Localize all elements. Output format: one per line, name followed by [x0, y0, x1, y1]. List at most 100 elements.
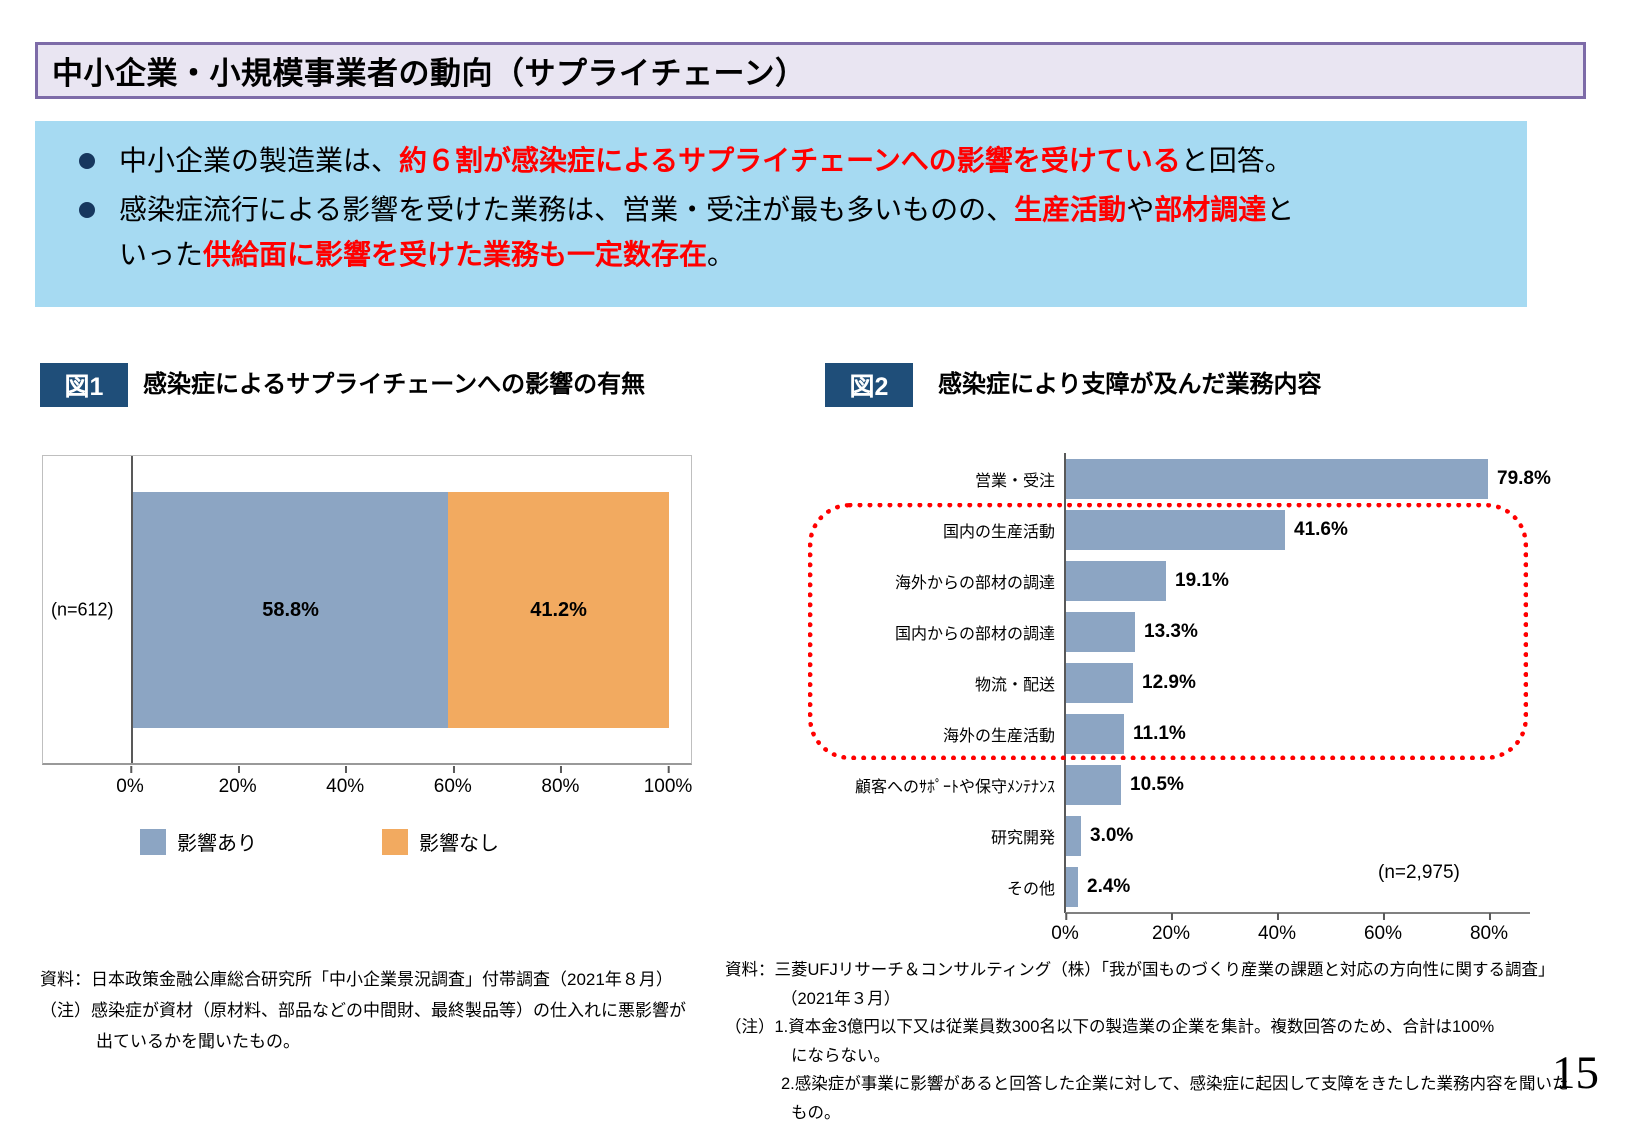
fig2-x-tick: 40%	[1258, 913, 1296, 945]
bar-row: 国内からの部材の調達 13.3%	[820, 606, 1595, 657]
bullet-2-plain-3: と	[1266, 194, 1295, 225]
summary-bullet-2: 感染症流行による影響を受けた業務は、営業・受注が最も多いものの、生産活動や部材調…	[75, 187, 1501, 277]
bullet-2-plain: 感染症流行による影響を受けた業務は、営業・受注が最も多いものの、	[119, 194, 1015, 225]
legend-item-not-affected: 影響なし	[382, 827, 624, 856]
bar-value: 2.4%	[1087, 875, 1131, 897]
bar-label: その他	[1006, 880, 1055, 898]
fig2-chart: 営業・受注 79.8% 国内の生産活動 41.6% 海外からの部材の調達 19.…	[820, 445, 1595, 912]
bar-row: 営業・受注 79.8%	[820, 453, 1595, 504]
bar-label: 営業・受注	[974, 472, 1055, 490]
bar-row: 海外の生産活動 11.1%	[820, 708, 1595, 759]
fig1-sample-size: (n=612)	[51, 599, 114, 619]
fig2-x-axis: 0% 20% 40% 60% 80%	[1051, 913, 1535, 955]
bar-value: 12.9%	[1142, 671, 1196, 693]
bullet-2-emphasis-1: 生産活動	[1014, 194, 1127, 225]
bar	[1065, 662, 1133, 703]
bar	[1065, 509, 1285, 550]
bar-row: 研究開発 3.0%	[820, 810, 1595, 861]
legend-item-affected: 影響あり	[140, 827, 382, 856]
fig1-x-axis: 0% 20% 40% 60% 80% 100%	[116, 766, 692, 802]
fig1-segment-affected: 58.8%	[133, 492, 449, 728]
fig2-title: 感染症により支障が及んだ業務内容	[938, 371, 1322, 398]
footnote-note-2-cont: もの。	[791, 1103, 841, 1122]
fig2-bar-rows: 営業・受注 79.8% 国内の生産活動 41.6% 海外からの部材の調達 19.…	[820, 445, 1595, 912]
fig1-x-tick: 0%	[116, 766, 144, 798]
bullet-1-plain-2: と回答。	[1180, 145, 1293, 176]
bullet-2-plain-2: や	[1126, 194, 1155, 225]
bar-row: 顧客へのｻﾎﾟｰﾄや保守ﾒﾝﾃﾅﾝｽ 10.5%	[820, 759, 1595, 810]
bullet-icon	[79, 153, 95, 169]
fig2-sample-size: (n=2,975)	[1378, 862, 1460, 883]
footnote-fig1: 資料：日本政策金融公庫総合研究所「中小企業景況調査」付帯調査（2021年８月） …	[40, 964, 730, 1057]
bar-row: 物流・配送 12.9%	[820, 657, 1595, 708]
summary-bullet-1-text: 中小企業の製造業は、約６割が感染症によるサプライチェーンへの影響を受けていると回…	[119, 138, 1293, 183]
bar	[1065, 815, 1081, 856]
bar	[1065, 560, 1166, 601]
fig1-segment-not-affected-value: 41.2%	[530, 598, 587, 621]
fig1-x-tick: 40%	[326, 766, 364, 798]
fig1-chart: (n=612) 58.8% 41.2%	[42, 455, 692, 765]
fig1-stacked-bar: 58.8% 41.2%	[133, 492, 669, 728]
fig1-legend: 影響あり 影響なし	[140, 827, 624, 856]
legend-label: 影響なし	[419, 833, 499, 855]
fig2-x-axis-line	[1065, 912, 1530, 914]
fig1-segment-affected-value: 58.8%	[262, 598, 319, 621]
fig1-x-tick: 60%	[434, 766, 472, 798]
bullet-2-emphasis-3: 供給面に影響を受けた業務も一定数存在	[203, 239, 708, 270]
bar	[1065, 764, 1121, 805]
bar-label: 海外からの部材の調達	[894, 574, 1055, 592]
page-title: 中小企業・小規模事業者の動向（サプライチェーン）	[35, 42, 1586, 99]
page-title-text: 中小企業・小規模事業者の動向（サプライチェーン）	[52, 56, 807, 91]
bar-value: 10.5%	[1130, 773, 1184, 795]
bullet-1-emphasis: 約６割が感染症によるサプライチェーンへの影響を受けている	[399, 145, 1181, 176]
footnote-source: 資料：日本政策金融公庫総合研究所「中小企業景況調査」付帯調査（2021年８月）	[40, 970, 673, 989]
bar	[1065, 611, 1135, 652]
page-number: 15	[1552, 1047, 1599, 1099]
bullet-2-plain-4: いった	[119, 239, 204, 270]
bullet-2-emphasis-2: 部材調達	[1154, 194, 1267, 225]
footnote-note: （注）感染症が資材（原材料、部品などの中間財、最終製品等）の仕入れに悪影響が	[40, 1001, 686, 1020]
footnote-note-cont: 出ているかを聞いたもの。	[96, 1032, 300, 1051]
fig1-x-tick: 80%	[541, 766, 579, 798]
footnote-source: 資料：三菱UFJリサーチ＆コンサルティング（株）「我が国ものづくり産業の課題と対…	[725, 961, 1555, 979]
summary-bullet-2-text: 感染症流行による影響を受けた業務は、営業・受注が最も多いものの、生産活動や部材調…	[119, 187, 1294, 277]
footnote-fig2: 資料：三菱UFJリサーチ＆コンサルティング（株）「我が国ものづくり産業の課題と対…	[725, 956, 1570, 1125]
bar-label: 研究開発	[990, 829, 1055, 847]
fig2-x-tick: 80%	[1470, 913, 1508, 945]
bar-label: 国内の生産活動	[942, 523, 1055, 541]
fig1-y-axis-line	[131, 456, 133, 763]
bar-label: 物流・配送	[974, 676, 1055, 694]
footnote-note-1: （注）1.資本金3億円以下又は従業員数300名以下の製造業の企業を集計。複数回答…	[725, 1018, 1495, 1036]
legend-swatch-orange	[382, 828, 408, 855]
bar-value: 13.3%	[1144, 620, 1198, 642]
bar-value: 11.1%	[1133, 722, 1186, 744]
fig1-x-tick: 100%	[644, 766, 692, 798]
bar-value: 3.0%	[1090, 824, 1134, 846]
fig2-x-tick: 0%	[1051, 913, 1079, 945]
bar-value: 19.1%	[1175, 569, 1229, 591]
bar	[1065, 458, 1488, 499]
bar-row: 海外からの部材の調達 19.1%	[820, 555, 1595, 606]
fig1-badge: 図1	[40, 363, 128, 407]
bullet-1-plain: 中小企業の製造業は、	[119, 145, 400, 176]
bar	[1065, 866, 1078, 907]
bar-row: 国内の生産活動 41.6%	[820, 504, 1595, 555]
bar	[1065, 713, 1124, 754]
bar-row: その他 2.4%	[820, 861, 1595, 912]
bar-value: 41.6%	[1294, 518, 1348, 540]
legend-swatch-blue	[140, 828, 166, 855]
bar-label: 国内からの部材の調達	[894, 625, 1055, 643]
bullet-2-plain-5: 。	[707, 239, 736, 270]
summary-box: 中小企業の製造業は、約６割が感染症によるサプライチェーンへの影響を受けていると回…	[35, 121, 1527, 307]
fig2-x-tick: 20%	[1152, 913, 1190, 945]
bar-label: 顧客へのｻﾎﾟｰﾄや保守ﾒﾝﾃﾅﾝｽ	[854, 778, 1055, 796]
footnote-source-cont: （2021年３月）	[781, 989, 901, 1008]
fig2-y-axis-line	[1064, 453, 1066, 913]
summary-bullet-1: 中小企業の製造業は、約６割が感染症によるサプライチェーンへの影響を受けていると回…	[75, 138, 1501, 183]
fig2-x-tick: 60%	[1364, 913, 1402, 945]
bar-label: 海外の生産活動	[942, 727, 1055, 745]
footnote-note-2: 2.感染症が事業に影響があると回答した企業に対して、感染症に起因して支障をきたし…	[781, 1075, 1569, 1093]
fig1-x-tick: 20%	[219, 766, 257, 798]
bar-value: 79.8%	[1497, 467, 1551, 489]
